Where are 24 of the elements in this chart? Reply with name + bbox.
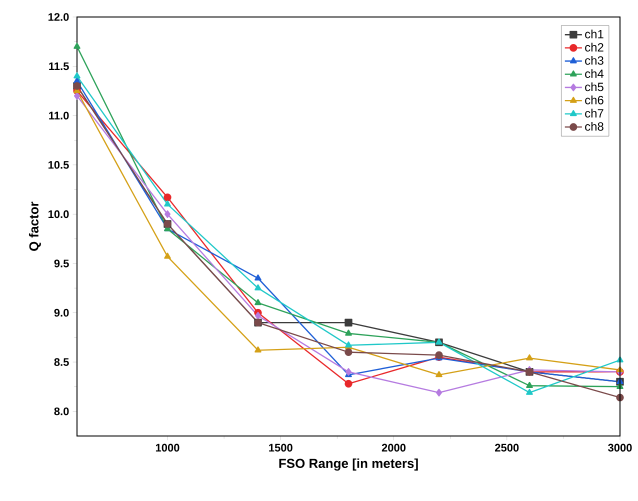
x-tick-label: 1000	[156, 444, 180, 452]
x-axis-title: FSO Range [in meters]	[279, 458, 418, 471]
legend-label: ch5	[585, 82, 604, 92]
legend-label: ch6	[585, 96, 604, 104]
y-tick-label: 10.5	[48, 160, 69, 169]
y-tick-label: 9.0	[54, 308, 69, 317]
y-tick-label: 10.0	[48, 210, 69, 218]
legend-label: ch8	[585, 122, 604, 131]
legend-label: ch3	[585, 56, 604, 65]
legend-label: ch7	[585, 108, 604, 118]
legend-label: ch1	[585, 30, 604, 38]
x-tick-label: 3000	[608, 444, 632, 452]
y-tick-label: 11.5	[49, 62, 69, 70]
x-tick-label: 1500	[269, 444, 292, 452]
x-tick-label: 2500	[495, 444, 519, 452]
legend-label: ch2	[585, 42, 604, 52]
x-tick-label: 2000	[382, 444, 406, 452]
y-tick-label: 9.5	[54, 260, 69, 268]
y-tick-label: 8.5	[54, 358, 69, 366]
y-tick-label: 12.0	[48, 13, 69, 21]
legend-label: ch4	[585, 69, 604, 78]
y-tick-label: 8.0	[54, 407, 69, 416]
y-axis-title: Q factor	[28, 202, 41, 251]
y-tick-label: 11.0	[49, 112, 69, 120]
